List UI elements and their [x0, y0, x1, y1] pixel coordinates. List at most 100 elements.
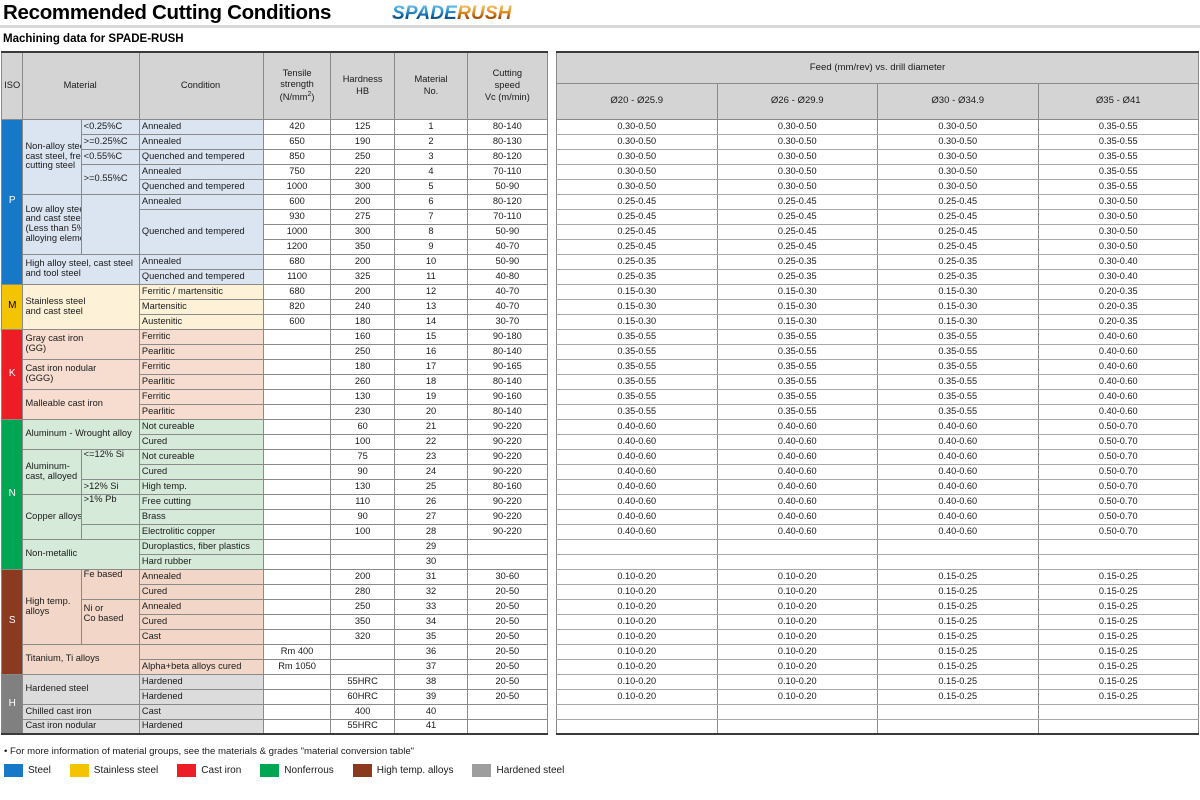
material-subgrade-cell: Fe based [80, 568, 140, 600]
feed-row: 0.10-0.20 0.10-0.20 0.15-0.25 0.15-0.25 [556, 643, 1199, 660]
hardness-cell: 350 [329, 613, 396, 630]
tensile-strength-cell [263, 613, 331, 630]
feed-value-cell-4: 0.30-0.40 [1037, 268, 1199, 285]
feed-row: 0.15-0.30 0.15-0.30 0.15-0.30 0.20-0.35 [556, 313, 1199, 330]
material-no-cell: 17 [394, 358, 468, 375]
feed-value-cell-2: 0.35-0.55 [716, 343, 878, 360]
tensile-strength-cell [263, 388, 331, 405]
feed-value-cell-4: 0.40-0.60 [1037, 358, 1199, 375]
feed-row: 0.40-0.60 0.40-0.60 0.40-0.60 0.50-0.70 [556, 433, 1199, 450]
feed-value-cell-1: 0.15-0.30 [556, 298, 718, 315]
material-no-cell: 28 [394, 523, 468, 540]
condition-cell: Ferritic [138, 358, 265, 375]
material-no-cell: 9 [394, 238, 468, 255]
table-row: M Stainless steel and cast steel Ferritic /… [0, 283, 549, 330]
table-row: >=0.25%C Annealed 650 190 2 80-130 [2, 133, 549, 150]
feed-value-cell-3: 0.35-0.55 [877, 403, 1039, 420]
feed-value-cell-4: 0.15-0.25 [1037, 598, 1199, 615]
feed-row: 0.30-0.50 0.30-0.50 0.30-0.50 0.35-0.55 [556, 163, 1199, 180]
tensile-strength-cell: 680 [263, 253, 331, 270]
material-name-line: Non-metallic [25, 548, 78, 559]
tensile-strength-cell [263, 598, 331, 615]
condition-cell: Pearlitic [138, 403, 265, 420]
iso-group-cell-k: K [0, 328, 24, 420]
cutting-speed-cell [466, 703, 549, 720]
feed-value-cell-2: 0.10-0.20 [716, 598, 878, 615]
material-no-cell: 10 [394, 253, 468, 270]
material-name-line: cast steel, free [25, 150, 82, 161]
tensile-line2: strength [280, 79, 314, 90]
feed-row: 0.35-0.55 0.35-0.55 0.35-0.55 0.40-0.60 [556, 343, 1199, 360]
cutting-speed-cell: 90-220 [466, 418, 549, 435]
hardness-cell: 110 [329, 493, 396, 510]
hardness-cell: 200 [329, 253, 396, 270]
feed-value-cell-4: 0.20-0.35 [1037, 283, 1199, 300]
material-no-cell: 39 [394, 688, 468, 705]
table-row: 1000 300 8 50-90 [2, 223, 549, 240]
feed-value-cell-1: 0.30-0.50 [556, 133, 718, 150]
hardness-cell: 100 [329, 433, 396, 450]
material-name-line: and cast steel [25, 213, 82, 224]
condition-cell: Hard rubber [138, 553, 265, 570]
legend-item: High temp. alloys [352, 764, 453, 777]
feed-value-cell-3: 0.25-0.45 [877, 223, 1039, 240]
feed-value-cell-1 [556, 538, 718, 555]
condition-cell: Electrolitic copper [138, 523, 265, 540]
material-no-cell: 24 [394, 463, 468, 480]
cutting-speed-cell: 90-160 [466, 388, 549, 405]
feed-value-cell-4: 0.15-0.25 [1037, 658, 1199, 675]
materialno-line2: No. [423, 85, 439, 96]
feed-value-cell-3: 0.40-0.60 [877, 508, 1039, 525]
col-header-material: Material [22, 51, 140, 120]
feed-value-cell-2: 0.10-0.20 [716, 658, 878, 675]
feed-value-cell-3: 0.25-0.45 [877, 208, 1039, 225]
feed-row: 0.25-0.35 0.25-0.35 0.25-0.35 0.30-0.40 [556, 268, 1199, 285]
cutting-line1: Cutting [492, 68, 523, 79]
table-row: K Gray cast iron (GG) Ferritic 160 15 90-180 [0, 328, 549, 420]
feed-value-cell-4: 0.35-0.55 [1037, 163, 1199, 180]
feed-row: 0.25-0.45 0.25-0.45 0.25-0.45 0.30-0.50 [556, 193, 1199, 210]
cutting-line2: speed [494, 79, 520, 90]
feed-value-cell-1: 0.25-0.35 [556, 268, 718, 285]
material-name-line: (GGG) [25, 373, 54, 383]
material-subgrade-cell [80, 523, 140, 540]
feed-table-head: Feed (mm/rev) vs. drill diameter Ø20 - Ø… [556, 51, 1199, 120]
table-row: H Hardened steel Hardened 55HRC 38 20-50 [0, 673, 549, 735]
feed-value-cell-4: 0.50-0.70 [1037, 463, 1199, 480]
feed-value-cell-3 [877, 538, 1039, 555]
feed-value-cell-2: 0.10-0.20 [716, 688, 878, 705]
cutting-speed-cell: 80-140 [466, 403, 549, 420]
material-no-cell: 8 [394, 223, 468, 240]
left-header-row: ISO Material Condition Tensile strength … [0, 51, 549, 120]
tensile-strength-cell [263, 493, 331, 510]
hardness-cell: 250 [329, 598, 396, 615]
tensile-strength-cell: 750 [263, 163, 331, 180]
col-header-dia-26-29: Ø26 - Ø29.9 [716, 82, 878, 120]
feed-value-cell-4 [1037, 703, 1199, 720]
feed-row: 0.40-0.60 0.40-0.60 0.40-0.60 0.50-0.70 [556, 463, 1199, 480]
feed-value-cell-2: 0.15-0.30 [716, 313, 878, 330]
material-name-line: Cast iron nodular [25, 363, 97, 374]
condition-cell: Alpha+beta alloys cured [138, 658, 265, 675]
feed-value-cell-4: 0.35-0.55 [1037, 133, 1199, 150]
material-no-cell: 14 [394, 313, 468, 330]
feed-value-cell-1: 0.40-0.60 [556, 523, 718, 540]
tensile-strength-cell: 420 [263, 118, 331, 135]
feed-value-cell-2: 0.30-0.50 [716, 118, 878, 135]
feed-value-cell-4: 0.40-0.60 [1037, 388, 1199, 405]
legend-label: Stainless steel [93, 765, 159, 776]
cutting-speed-cell: 70-110 [466, 163, 549, 180]
feed-value-cell-3: 0.30-0.50 [877, 133, 1039, 150]
cutting-speed-cell: 30-60 [466, 568, 549, 585]
material-name-cell: Low alloy steel and cast steel (Less than … [22, 193, 82, 255]
feed-value-cell-1: 0.40-0.60 [556, 478, 718, 495]
condition-cell: Annealed [138, 253, 265, 270]
material-name-line: Chilled cast iron [25, 705, 92, 716]
tensile-strength-cell [263, 538, 331, 555]
iso-group-cell-s: S [0, 568, 24, 675]
tensile-strength-cell [263, 478, 331, 495]
feed-value-cell-4: 0.50-0.70 [1037, 433, 1199, 450]
feed-value-cell-3: 0.40-0.60 [877, 448, 1039, 465]
feed-value-cell-4 [1037, 718, 1199, 735]
feed-value-cell-2: 0.30-0.50 [716, 178, 878, 195]
